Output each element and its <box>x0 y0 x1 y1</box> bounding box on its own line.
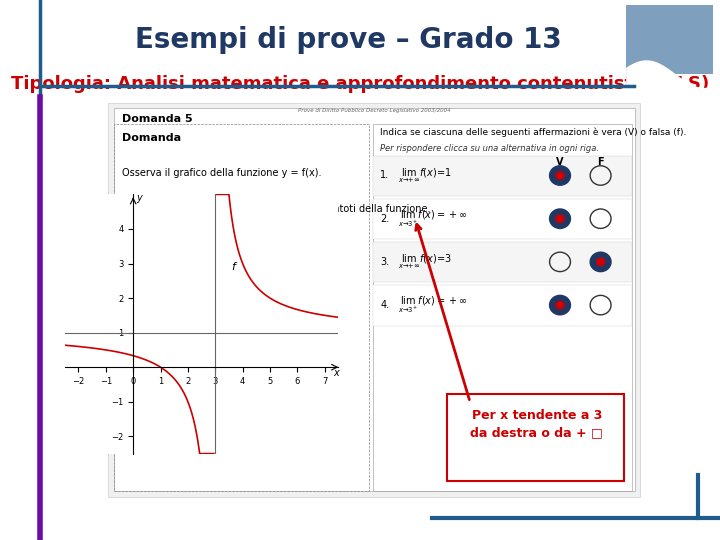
Text: Per rispondere clicca su una alternativa in ogni riga.: Per rispondere clicca su una alternativa… <box>380 144 599 153</box>
Text: Esempi di prove – Grado 13: Esempi di prove – Grado 13 <box>135 26 562 55</box>
Text: Domanda 5: Domanda 5 <box>122 114 193 124</box>
Circle shape <box>549 295 570 315</box>
Text: x: x <box>333 368 338 378</box>
Text: f: f <box>232 262 235 273</box>
Circle shape <box>597 258 605 266</box>
Text: V: V <box>557 157 564 167</box>
Text: Domanda: Domanda <box>122 133 181 143</box>
Circle shape <box>590 252 611 272</box>
Text: 2.: 2. <box>380 214 390 224</box>
Text: 4.: 4. <box>380 300 390 310</box>
FancyBboxPatch shape <box>626 5 713 74</box>
FancyBboxPatch shape <box>447 394 624 481</box>
Text: F: F <box>598 157 604 167</box>
Circle shape <box>549 166 570 185</box>
Text: INVALSI: INVALSI <box>652 81 688 90</box>
FancyBboxPatch shape <box>373 199 632 239</box>
Circle shape <box>556 172 564 179</box>
Text: y: y <box>136 193 142 204</box>
Text: $\lim_{x\to+\infty} f(x) = 3$: $\lim_{x\to+\infty} f(x) = 3$ <box>397 253 451 271</box>
Text: Indica se ciascuna delle seguenti affermazioni è vera (V) o falsa (f).: Indica se ciascuna delle seguenti afferm… <box>380 127 687 137</box>
FancyBboxPatch shape <box>108 103 640 497</box>
FancyBboxPatch shape <box>373 156 632 196</box>
Text: Tipologia: Analisi matematica e approfondimento contenutistico (LS): Tipologia: Analisi matematica e approfon… <box>11 75 709 93</box>
Text: $\lim_{x\to 3^+} f(x) = +\infty$: $\lim_{x\to 3^+} f(x) = +\infty$ <box>397 295 467 315</box>
FancyBboxPatch shape <box>373 242 632 282</box>
Circle shape <box>549 209 570 228</box>
Text: Prove di Diritto Pubblico Decreto Legislativo 2003/2004: Prove di Diritto Pubblico Decreto Legisl… <box>298 108 451 113</box>
Circle shape <box>556 215 564 222</box>
Text: Osserva il grafico della funzione y = f(x).: Osserva il grafico della funzione y = f(… <box>122 168 322 178</box>
Text: $\lim_{x\to 3^+} f(x) = +\infty$: $\lim_{x\to 3^+} f(x) = +\infty$ <box>397 208 467 229</box>
FancyBboxPatch shape <box>373 285 632 326</box>
Text: Matematica –Licei scientifici: Matematica –Licei scientifici <box>71 236 81 412</box>
Circle shape <box>556 301 564 309</box>
Text: 1.: 1. <box>380 171 390 180</box>
Text: $\lim_{x\to+\infty} f(x) = 1$: $\lim_{x\to+\infty} f(x) = 1$ <box>397 166 451 185</box>
Text: Le rette di equazioni x = 3 e y = 1 sono asintoti della funzione.: Le rette di equazioni x = 3 e y = 1 sono… <box>122 204 431 214</box>
FancyBboxPatch shape <box>114 108 635 491</box>
Text: 3.: 3. <box>380 257 390 267</box>
Text: Per x tendente a 3
da destra o da + □: Per x tendente a 3 da destra o da + □ <box>470 409 603 439</box>
